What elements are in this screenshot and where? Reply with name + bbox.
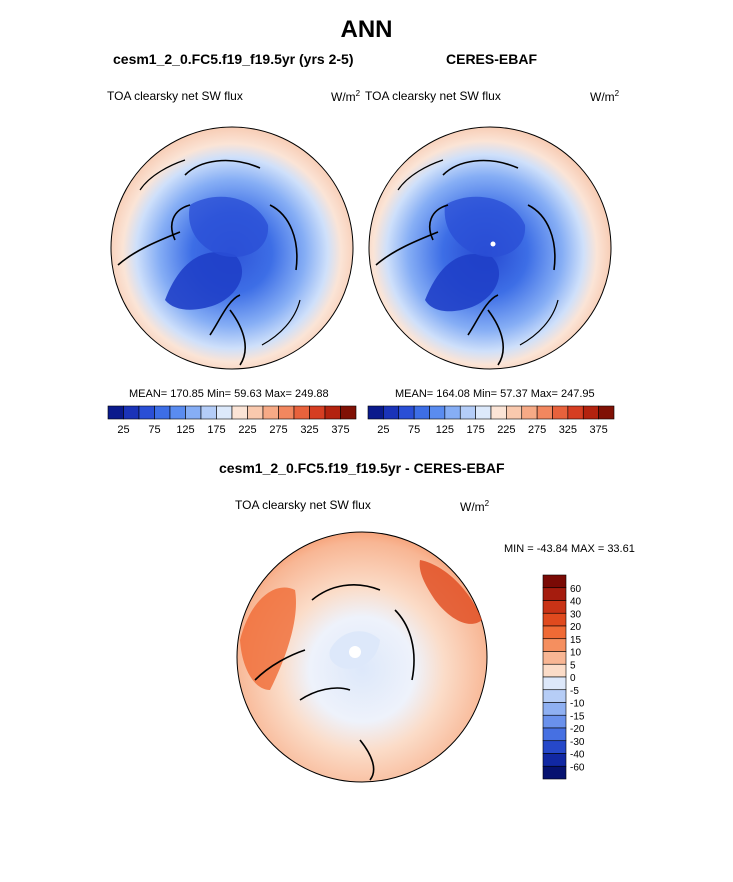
diff-colorbar-tick-label: -10 (570, 699, 585, 710)
diff-colorbar-tick-label: -20 (570, 724, 585, 735)
model-colorbar-tick-label: 325 (300, 424, 318, 436)
obs-colorbar-swatch (582, 405, 599, 420)
diff-colorbar-swatch (542, 740, 567, 754)
model-stats: MEAN= 170.85 Min= 59.63 Max= 249.88 (129, 388, 329, 400)
diff-colorbar-swatch (542, 702, 567, 716)
diff-colorbar-swatch (542, 625, 567, 640)
diff-colorbar-tick-label: -15 (570, 711, 585, 722)
diff-colorbar-tick-label: 20 (570, 622, 582, 633)
diff-colorbar-swatch (542, 727, 567, 742)
diff-colorbar-swatch (542, 765, 567, 780)
diff-colorbar-swatch (542, 651, 567, 665)
diff-colorbar-tick-label: 10 (570, 648, 582, 659)
obs-stats: MEAN= 164.08 Min= 57.37 Max= 247.95 (395, 388, 595, 400)
obs-colorbar-swatch (475, 405, 492, 420)
obs-colorbar: 25 75 125 175 225 275 325 375 (367, 405, 615, 436)
model-panel-title: cesm1_2_0.FC5.f19_f19.5yr (yrs 2-5) (113, 51, 354, 67)
model-colorbar-swatch (185, 405, 202, 420)
model-colorbar-swatch (200, 405, 217, 420)
diff-colorbar-swatch (542, 600, 567, 614)
obs-colorbar-swatch (567, 405, 584, 420)
obs-colorbar-tick-label: 325 (559, 424, 577, 436)
model-colorbar-swatch (293, 405, 310, 420)
obs-colorbar-tick-label: 125 (436, 424, 454, 436)
obs-colorbar-swatch (429, 405, 446, 420)
obs-colorbar-tick-label: 375 (589, 424, 607, 436)
model-colorbar-tick-label: 275 (269, 424, 287, 436)
diff-colorbar-swatch (542, 663, 567, 678)
diff-colorbar-tick-label: 5 (570, 660, 576, 671)
obs-variable-label: TOA clearsky net SW flux (365, 89, 501, 103)
model-colorbar-swatch (169, 405, 186, 420)
obs-colorbar-tick-label: 25 (377, 424, 389, 436)
model-colorbar-tick-label: 125 (176, 424, 194, 436)
obs-colorbar-swatch (521, 405, 538, 420)
model-colorbar-swatch (309, 405, 326, 420)
model-colorbar-swatch (247, 405, 264, 420)
obs-colorbar-swatch (367, 405, 384, 420)
diff-colorbar-tick-label: 0 (570, 673, 576, 684)
model-colorbar-swatch (138, 405, 155, 420)
model-colorbar-tick-label: 75 (148, 424, 160, 436)
obs-colorbar-tick-label: 225 (497, 424, 515, 436)
obs-polar-map (368, 126, 612, 370)
obs-colorbar-tick-label: 275 (528, 424, 546, 436)
diff-minmax-stats: MIN = -43.84 MAX = 33.61 (504, 543, 635, 555)
obs-colorbar-swatch (383, 405, 400, 420)
diff-variable-label: TOA clearsky net SW flux (235, 498, 371, 512)
obs-units-label: W/m2 (590, 89, 620, 104)
obs-colorbar-swatch (552, 405, 569, 420)
obs-panel-title: CERES-EBAF (446, 51, 538, 67)
model-polar-map (110, 126, 354, 370)
diff-colorbar-tick-label: -60 (570, 762, 585, 773)
model-colorbar-swatch (324, 405, 341, 420)
model-colorbar-tick-label: 25 (117, 424, 129, 436)
model-colorbar-tick-label: 225 (238, 424, 256, 436)
diff-colorbar-swatch (542, 587, 567, 601)
model-colorbar-swatch (278, 405, 295, 420)
diff-colorbar-tick-label: -40 (570, 750, 585, 761)
obs-colorbar-swatch (506, 405, 523, 420)
diff-colorbar-tick-label: 60 (570, 584, 582, 595)
obs-colorbar-swatch (490, 405, 507, 420)
diff-panel-title: cesm1_2_0.FC5.f19_f19.5yr - CERES-EBAF (219, 460, 505, 476)
model-colorbar-swatch (231, 405, 248, 420)
obs-colorbar-tick-label: 75 (408, 424, 420, 436)
diff-colorbar-swatch (542, 753, 567, 767)
model-colorbar-swatch (154, 405, 171, 420)
model-colorbar-swatch (340, 405, 357, 420)
model-colorbar-swatch (107, 405, 124, 420)
obs-colorbar-swatch (459, 405, 476, 420)
diff-colorbar-tick-label: -5 (570, 686, 579, 697)
diff-polar-map (236, 531, 488, 783)
diff-colorbar-tick-label: 40 (570, 597, 582, 608)
model-colorbar: 25 75 125 175 225 275 325 375 (107, 405, 357, 436)
obs-colorbar-swatch (413, 405, 430, 420)
diff-units-label: W/m2 (460, 499, 490, 514)
model-colorbar-swatch (216, 405, 233, 420)
diff-colorbar-tick-label: -30 (570, 737, 585, 748)
obs-colorbar-swatch (398, 405, 415, 420)
main-title: ANN (340, 16, 393, 43)
diff-colorbar-tick-label: 15 (570, 635, 582, 646)
model-colorbar-swatch (123, 405, 140, 420)
obs-colorbar-swatch (536, 405, 553, 420)
diff-colorbar-swatch (542, 689, 567, 703)
diff-colorbar-tick-label: 30 (570, 609, 582, 620)
model-units-label: W/m2 (331, 89, 361, 104)
diff-colorbar-swatch (542, 638, 567, 652)
obs-colorbar-swatch (444, 405, 461, 420)
diff-colorbar-swatch (542, 714, 567, 729)
diff-colorbar-swatch (542, 612, 567, 627)
model-colorbar-swatch (262, 405, 279, 420)
model-colorbar-tick-label: 175 (207, 424, 225, 436)
model-variable-label: TOA clearsky net SW flux (107, 89, 243, 103)
diff-colorbar-swatch (542, 676, 567, 691)
model-colorbar-tick-label: 375 (331, 424, 349, 436)
obs-colorbar-swatch (598, 405, 615, 420)
obs-colorbar-tick-label: 175 (466, 424, 484, 436)
diff-colorbar-swatch (542, 574, 567, 589)
